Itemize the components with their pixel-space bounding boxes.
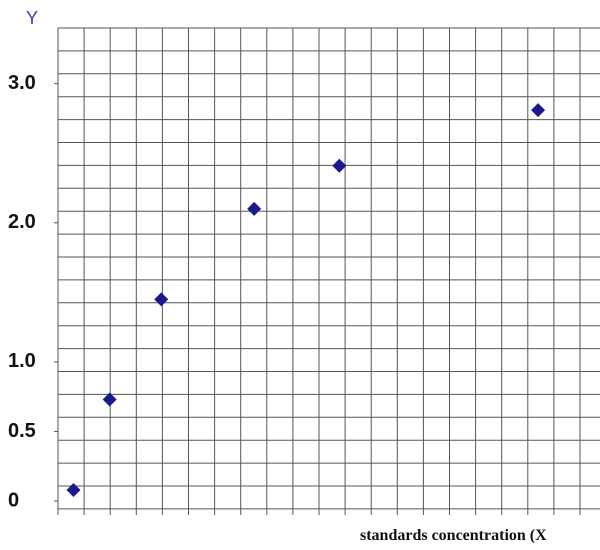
x-axis-label: standards concentration (X bbox=[360, 527, 547, 544]
point bbox=[531, 103, 546, 118]
y-tick-label: 3.0 bbox=[8, 72, 36, 94]
y-axis-label: Y bbox=[26, 8, 38, 28]
point bbox=[247, 201, 262, 216]
point bbox=[102, 392, 117, 407]
point bbox=[66, 482, 81, 497]
point bbox=[154, 292, 169, 307]
y-tick-label: 1.0 bbox=[8, 350, 36, 372]
y-tick-label: 0.5 bbox=[8, 420, 36, 442]
y-tick-label: 2.0 bbox=[8, 211, 36, 233]
point bbox=[332, 158, 347, 173]
y-tick-label: 0 bbox=[8, 489, 19, 511]
